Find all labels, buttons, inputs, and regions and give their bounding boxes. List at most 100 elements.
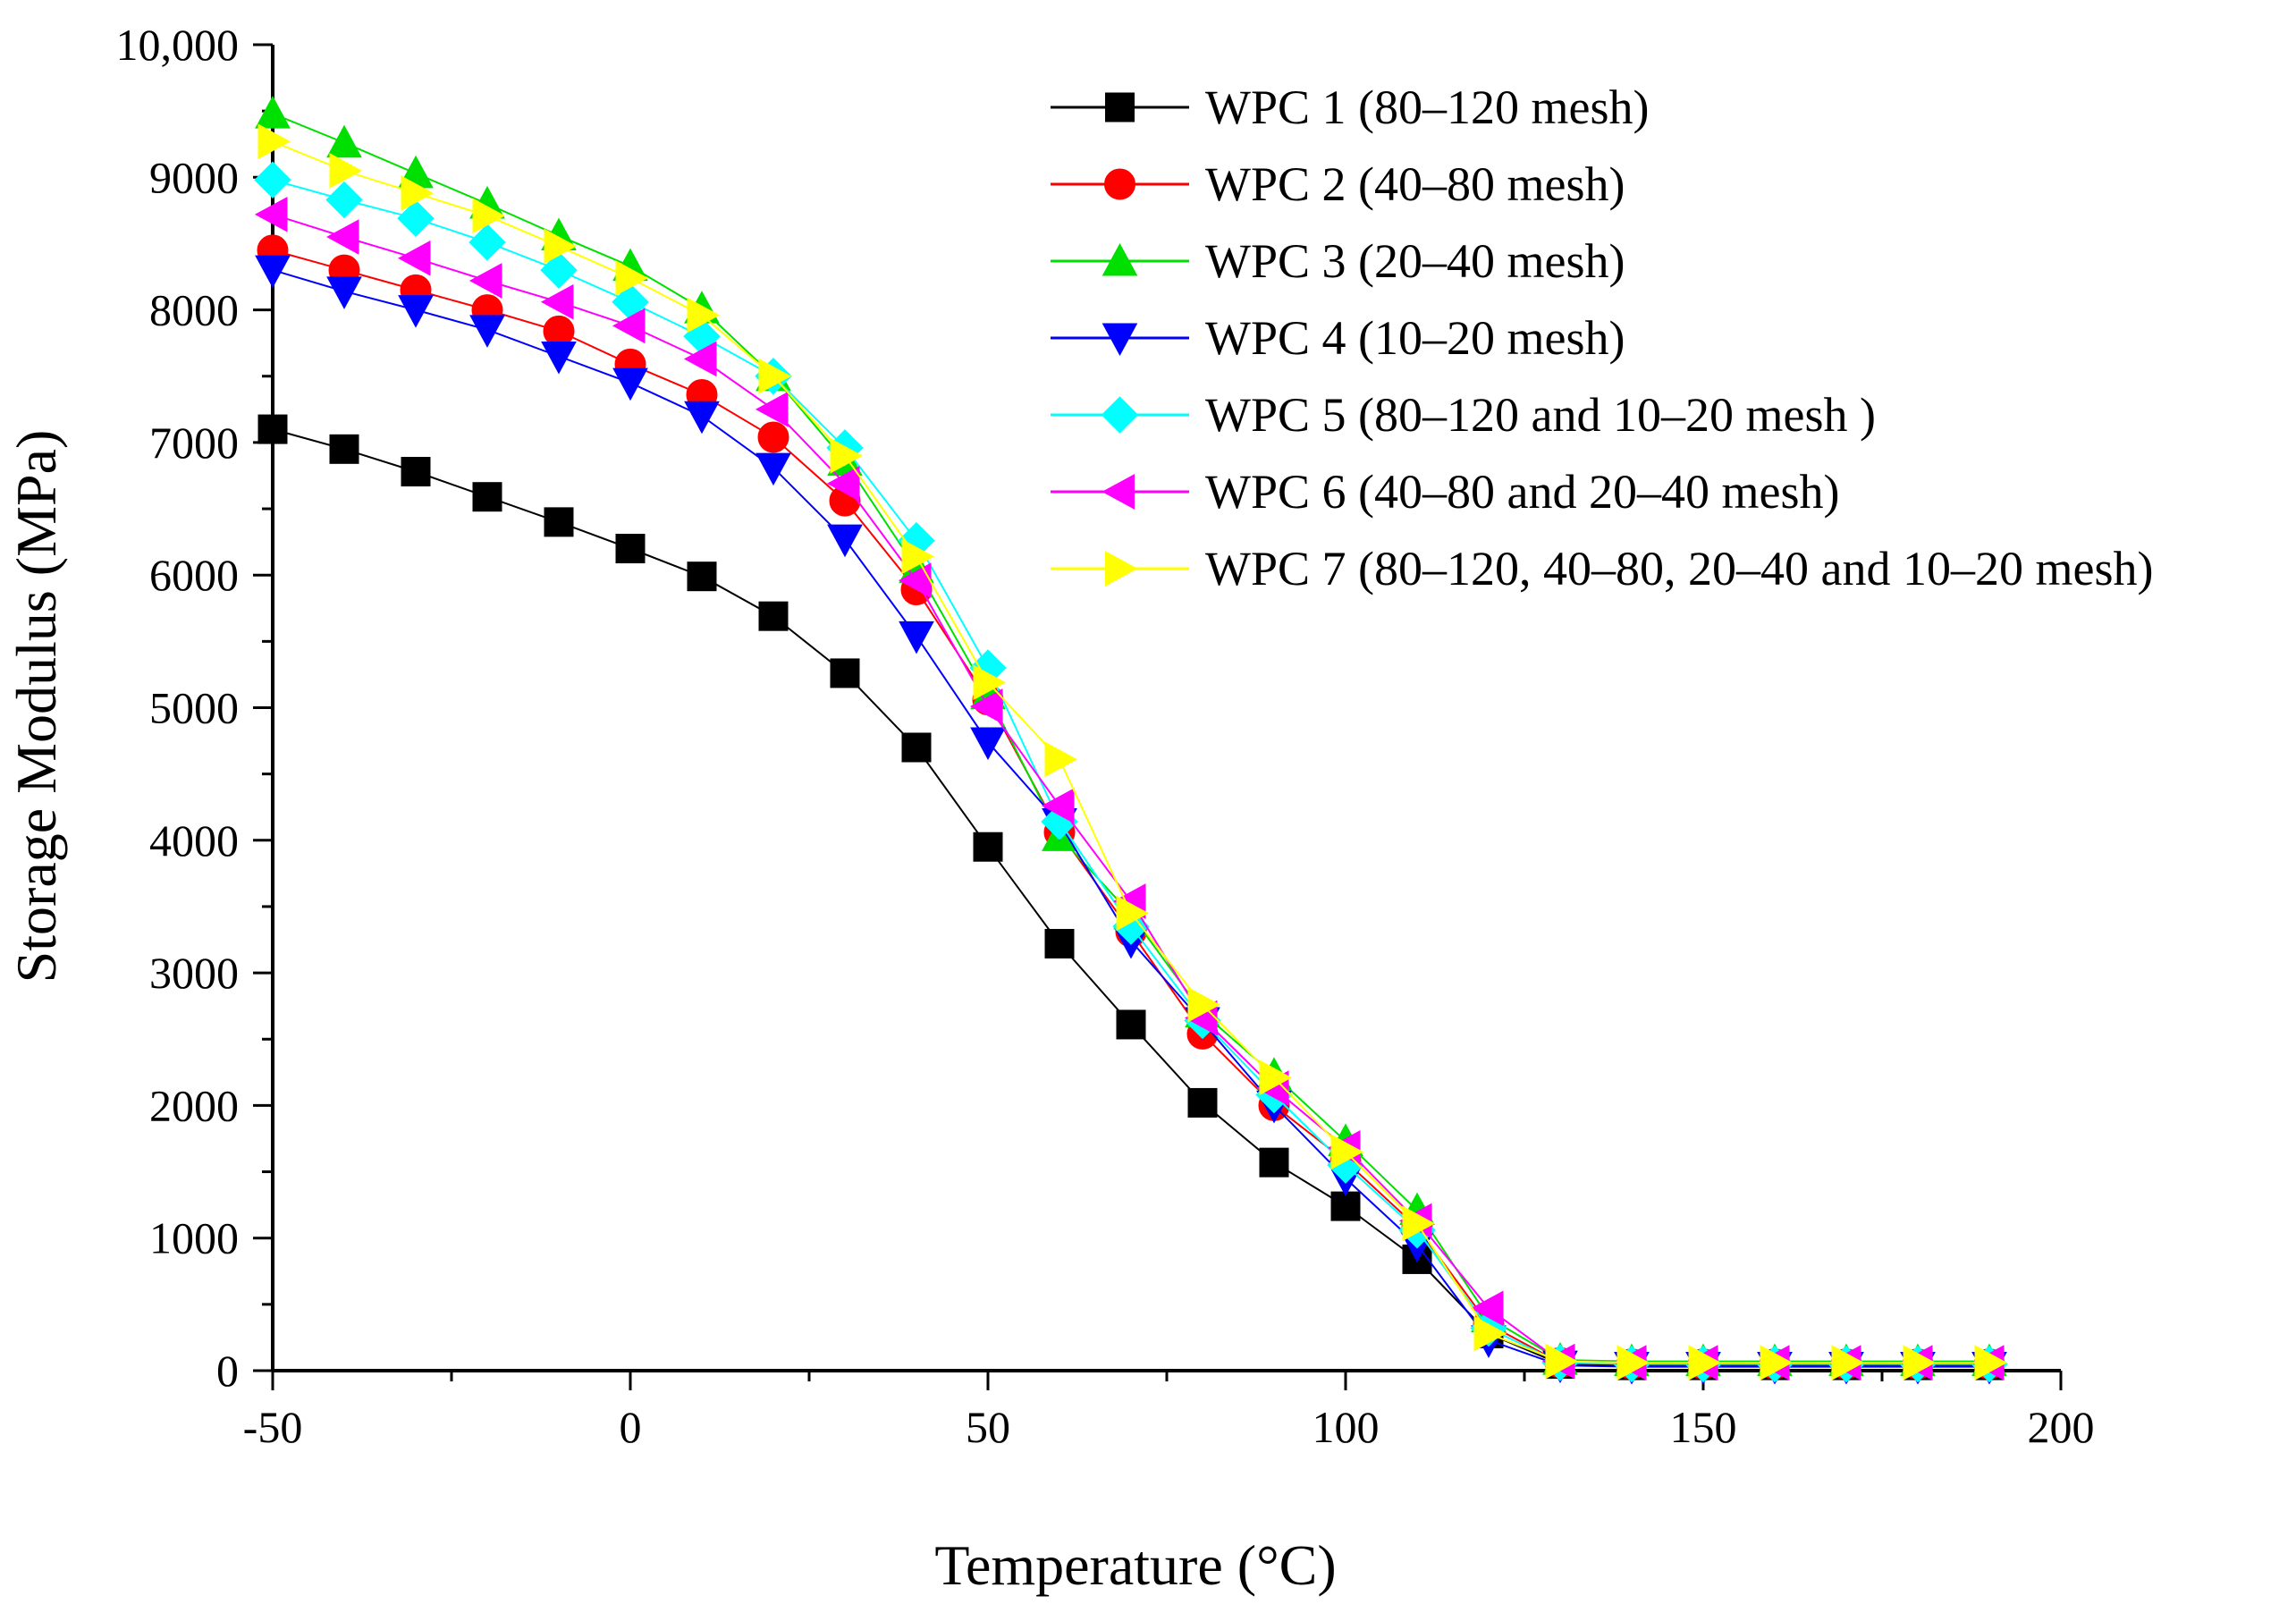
data-point	[687, 561, 717, 592]
legend-marker	[1101, 396, 1139, 434]
series-line	[272, 179, 1989, 1365]
y-tick-label: 4000	[149, 815, 239, 865]
data-point	[1044, 741, 1078, 778]
data-point	[1903, 1345, 1937, 1380]
data-point	[472, 482, 502, 512]
legend-marker	[1102, 323, 1138, 357]
data-point	[683, 341, 717, 377]
data-point	[1974, 1345, 2008, 1380]
y-tick-label: 6000	[149, 550, 239, 600]
y-tick-label: 2000	[149, 1080, 239, 1130]
data-point	[1402, 1205, 1436, 1242]
data-point	[970, 727, 1006, 761]
data-point	[826, 466, 860, 502]
series-line	[272, 213, 1989, 1364]
data-point	[612, 367, 648, 401]
data-point	[255, 96, 291, 129]
y-axis-title: Storage Modulus (MPa)	[4, 430, 68, 984]
data-point	[1760, 1345, 1794, 1380]
legend-label: WPC 7 (80–120, 40–80, 20–40 and 10–20 me…	[1205, 542, 2153, 595]
data-point	[397, 199, 435, 237]
series-5	[254, 161, 2008, 1383]
data-point	[755, 391, 789, 427]
series-layer	[254, 96, 2008, 1385]
data-point	[468, 263, 502, 299]
y-tick-label: 8000	[149, 285, 239, 335]
data-point	[1187, 986, 1221, 1023]
axes: 010002000300040005000600070008000900010,…	[116, 20, 2095, 1452]
data-point	[901, 538, 935, 575]
data-point	[397, 240, 431, 276]
data-point	[541, 342, 577, 375]
data-point	[830, 437, 864, 474]
y-tick-label: 7000	[149, 418, 239, 468]
series-7	[257, 123, 2008, 1380]
data-point	[973, 832, 1003, 862]
data-point	[329, 153, 363, 189]
legend-label: WPC 4 (10–20 mesh)	[1205, 311, 1625, 365]
data-point	[830, 658, 860, 688]
data-point	[257, 414, 288, 444]
x-axis-title: Temperature (°C)	[934, 1533, 1336, 1597]
x-tick-label: 150	[1670, 1402, 1737, 1452]
data-point	[1041, 788, 1075, 824]
data-point	[325, 219, 359, 255]
data-point	[1259, 1060, 1293, 1096]
data-point	[969, 688, 1003, 724]
data-point	[401, 457, 431, 487]
legend-item: WPC 7 (80–120, 40–80, 20–40 and 10–20 me…	[1051, 542, 2153, 595]
data-point	[973, 664, 1007, 701]
series-6	[254, 196, 2005, 1380]
data-point	[1116, 895, 1150, 932]
x-tick-label: 200	[2028, 1402, 2095, 1452]
y-tick-label: 5000	[149, 683, 239, 733]
data-point	[1688, 1345, 1722, 1380]
data-point	[469, 315, 505, 348]
data-point	[1473, 1315, 1507, 1352]
data-point	[329, 434, 359, 464]
y-tick-label: 1000	[149, 1213, 239, 1263]
data-point	[615, 534, 646, 564]
legend-label: WPC 2 (40–80 mesh)	[1205, 157, 1625, 211]
legend-marker	[1105, 92, 1135, 122]
data-point	[257, 123, 291, 160]
data-point	[326, 124, 362, 158]
data-point	[757, 421, 789, 453]
data-point	[1187, 1087, 1218, 1118]
data-point	[468, 224, 506, 261]
legend-item: WPC 1 (80–120 mesh)	[1051, 80, 1649, 134]
data-point	[687, 297, 721, 333]
data-point	[901, 732, 932, 763]
data-point	[254, 161, 291, 198]
data-point	[1330, 1134, 1364, 1170]
data-point	[325, 181, 363, 219]
legend-item: WPC 3 (20–40 mesh)	[1051, 234, 1625, 288]
legend-marker	[1105, 551, 1138, 587]
data-point	[540, 251, 578, 289]
data-point	[544, 228, 578, 265]
data-point	[899, 621, 934, 654]
data-point	[326, 276, 362, 309]
legend-item: WPC 5 (80–120 and 10–20 mesh )	[1051, 388, 1876, 442]
legend-marker	[1102, 474, 1135, 510]
legend-marker	[1104, 168, 1135, 200]
data-point	[827, 524, 863, 558]
data-point	[1470, 1290, 1504, 1327]
data-point	[472, 198, 506, 234]
y-tick-label: 3000	[149, 948, 239, 998]
legend-label: WPC 5 (80–120 and 10–20 mesh )	[1205, 388, 1876, 442]
data-point	[540, 283, 574, 320]
data-point	[758, 358, 792, 394]
legend: WPC 1 (80–120 mesh) WPC 2 (40–80 mesh) WPC…	[1051, 80, 2153, 595]
legend-marker	[1102, 242, 1138, 276]
legend-label: WPC 3 (20–40 mesh)	[1205, 234, 1625, 288]
data-point	[255, 255, 291, 289]
data-point	[615, 260, 649, 296]
data-point	[1545, 1343, 1579, 1380]
legend-item: WPC 6 (40–80 and 20–40 mesh)	[1051, 465, 1839, 519]
y-tick-label: 0	[216, 1346, 239, 1396]
data-point	[1831, 1345, 1865, 1380]
x-tick-label: 0	[620, 1402, 642, 1452]
data-point	[1330, 1191, 1361, 1221]
